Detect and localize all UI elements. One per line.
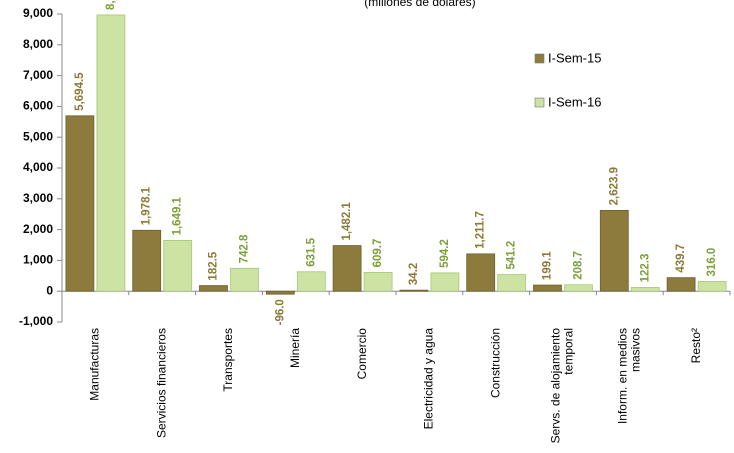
bar <box>230 267 259 292</box>
value-label: 199.1 <box>542 251 554 280</box>
value-label: -96.0 <box>274 299 286 325</box>
x-tick-label: Servs. de alojamiento <box>549 328 563 444</box>
legend-label: I-Sem-15 <box>548 50 601 65</box>
x-tick-label: temporal <box>562 328 576 375</box>
bar <box>564 284 593 292</box>
x-tick-label: Servicios financieros <box>154 328 168 438</box>
x-tick-label: Manufacturas <box>88 328 102 401</box>
bar <box>599 209 629 292</box>
value-label: 1,649.1 <box>172 196 184 235</box>
x-tick-label: Inform. en medios <box>615 328 629 424</box>
y-tick-label: 0 <box>46 283 53 297</box>
bar <box>132 229 162 292</box>
x-tick-label: Transportes <box>221 328 235 392</box>
y-tick-label: 3,000 <box>23 191 53 205</box>
bar <box>399 289 429 292</box>
y-tick-label: 5,000 <box>23 129 53 143</box>
value-label: 609.7 <box>372 239 384 268</box>
value-label: 8,969.6 <box>105 0 117 10</box>
legend-swatch <box>534 97 545 108</box>
value-label: 5,694.5 <box>74 72 86 111</box>
y-tick-label: 9,000 <box>23 6 53 20</box>
x-tick-label: Resto² <box>689 328 703 363</box>
x-tick-label: Comercio <box>355 328 369 380</box>
value-label: 1,978.1 <box>141 186 153 225</box>
bar <box>430 272 460 292</box>
y-tick-label: -1,000 <box>19 314 53 328</box>
bar <box>96 14 126 292</box>
x-tick-label: masivos <box>628 328 642 372</box>
value-label: 34.2 <box>408 263 420 285</box>
y-tick-label: 6,000 <box>23 99 53 113</box>
value-label: 1,211.7 <box>475 211 487 249</box>
value-label: 122.3 <box>639 254 651 283</box>
value-label: 631.5 <box>305 237 317 266</box>
bar <box>163 240 193 292</box>
bar <box>533 284 562 292</box>
value-label: 594.2 <box>439 239 451 268</box>
bar <box>332 245 362 292</box>
x-tick-label: Construcción <box>488 328 502 398</box>
bar <box>697 281 727 292</box>
bar <box>65 115 95 292</box>
legend-label: I-Sem-16 <box>548 94 601 109</box>
y-tick-label: 1,000 <box>23 253 53 267</box>
bar <box>497 274 527 292</box>
bar <box>265 290 295 295</box>
legend-swatch <box>534 53 545 64</box>
y-tick-label: 7,000 <box>23 68 53 82</box>
bar <box>199 285 228 292</box>
value-label: 316.0 <box>706 248 718 277</box>
value-label: 1,482.1 <box>341 202 353 241</box>
bar <box>466 253 496 292</box>
bar <box>296 271 326 292</box>
value-label: 541.2 <box>506 241 518 270</box>
value-label: 2,623.9 <box>608 167 620 205</box>
value-label: 742.8 <box>239 234 251 263</box>
chart-subtitle: (millones de dólares) <box>364 0 475 9</box>
x-tick-label: Minería <box>288 328 302 368</box>
value-label: 182.5 <box>208 251 220 280</box>
bar <box>363 272 393 292</box>
value-label: 208.7 <box>573 251 585 280</box>
bar <box>630 287 660 292</box>
y-tick-label: 8,000 <box>23 37 53 51</box>
y-tick-label: 2,000 <box>23 222 53 236</box>
bar <box>666 277 696 292</box>
x-tick-label: Electricidad y agua <box>422 328 436 430</box>
value-label: 439.7 <box>675 244 687 273</box>
y-tick-label: 4,000 <box>23 160 53 174</box>
